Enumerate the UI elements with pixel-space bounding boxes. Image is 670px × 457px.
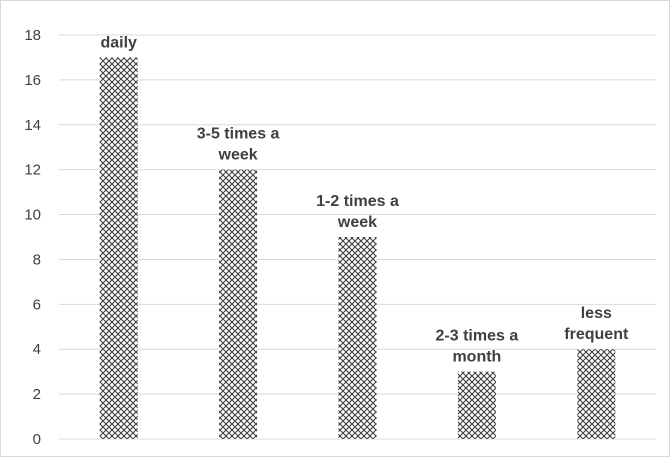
y-tick-label: 10 bbox=[24, 207, 41, 224]
bar-4 bbox=[457, 371, 496, 439]
data-labels: daily 3-5 times a week 1-2 times a week 2-3 t… bbox=[100, 34, 629, 365]
y-tick-label: 6 bbox=[33, 296, 41, 313]
bar-2 bbox=[219, 169, 258, 439]
y-tick-label: 16 bbox=[24, 72, 41, 89]
y-tick-label: 18 bbox=[24, 27, 41, 44]
y-axis-tick-labels: 0 2 4 6 8 10 12 14 16 18 bbox=[24, 27, 41, 448]
y-tick-label: 8 bbox=[33, 251, 41, 268]
data-label: 2-3 times a bbox=[436, 328, 519, 345]
data-label: 3-5 times a bbox=[197, 126, 280, 143]
y-tick-label: 4 bbox=[33, 341, 41, 358]
bars bbox=[99, 57, 616, 439]
bar-5 bbox=[577, 349, 616, 439]
bar-1 bbox=[99, 57, 138, 439]
data-label: daily bbox=[100, 34, 137, 51]
y-tick-label: 0 bbox=[33, 431, 41, 448]
bar-3 bbox=[338, 237, 377, 439]
y-tick-label: 12 bbox=[24, 162, 41, 179]
data-label: week bbox=[337, 214, 377, 231]
data-label: 1-2 times a bbox=[316, 193, 399, 210]
data-label: month bbox=[452, 349, 501, 366]
data-label: week bbox=[218, 147, 258, 164]
data-label: less bbox=[581, 305, 612, 322]
data-label: frequent bbox=[564, 326, 629, 343]
y-tick-label: 2 bbox=[33, 386, 41, 403]
y-tick-label: 14 bbox=[24, 117, 41, 134]
